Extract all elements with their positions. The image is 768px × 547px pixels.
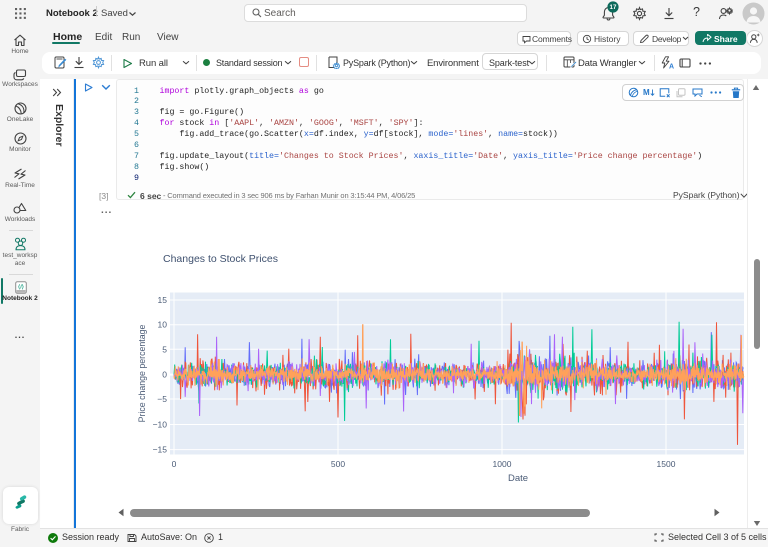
svg-text:1500: 1500	[657, 459, 676, 469]
svg-text:0: 0	[172, 459, 177, 469]
svg-text:−5: −5	[157, 394, 167, 404]
svg-text:500: 500	[331, 459, 345, 469]
svg-text:17: 17	[610, 4, 617, 11]
svg-text:A: A	[669, 64, 674, 69]
svg-text:−10: −10	[153, 420, 168, 430]
svg-text:Price change percentage: Price change percentage	[137, 324, 147, 422]
svg-text:5: 5	[162, 344, 167, 354]
svg-text:0: 0	[162, 370, 167, 380]
svg-text:−15: −15	[153, 445, 168, 455]
svg-text:15: 15	[158, 295, 168, 305]
svg-text:Date: Date	[508, 473, 528, 484]
svg-text:10: 10	[158, 320, 168, 330]
svg-text:1000: 1000	[493, 459, 512, 469]
svg-text:⟨/⟩: ⟨/⟩	[18, 284, 24, 291]
